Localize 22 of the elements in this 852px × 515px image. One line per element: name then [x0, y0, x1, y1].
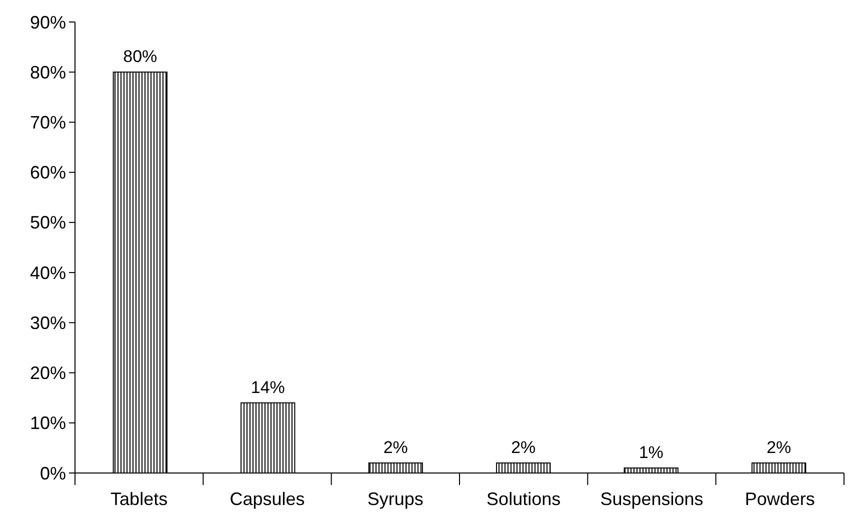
- x-tick-label: Capsules: [230, 489, 305, 509]
- y-tick-label: 40%: [30, 262, 66, 283]
- x-tick-label: Suspensions: [600, 489, 704, 509]
- data-label: 14%: [250, 378, 285, 397]
- x-tick-label: Tablets: [110, 489, 168, 509]
- y-tick-label: 70%: [30, 112, 66, 133]
- x-tick-label: Solutions: [486, 489, 561, 509]
- y-tick-label: 20%: [30, 363, 66, 384]
- y-tick-label: 30%: [30, 312, 66, 333]
- data-label: 2%: [511, 438, 536, 457]
- x-tick-label: Powders: [744, 489, 815, 509]
- y-tick-label: 10%: [30, 413, 66, 434]
- data-label: 1%: [638, 442, 664, 462]
- x-tick-label: Syrups: [367, 489, 424, 509]
- data-label: 2%: [766, 438, 792, 457]
- data-label: 80%: [123, 47, 158, 66]
- y-tick-label: 60%: [30, 162, 66, 183]
- y-tick-label: 50%: [30, 212, 66, 233]
- y-tick-label: 90%: [30, 12, 66, 32]
- y-tick-label: 80%: [30, 62, 66, 82]
- y-tick-label: 0%: [40, 463, 66, 484]
- data-label: 2%: [383, 438, 408, 457]
